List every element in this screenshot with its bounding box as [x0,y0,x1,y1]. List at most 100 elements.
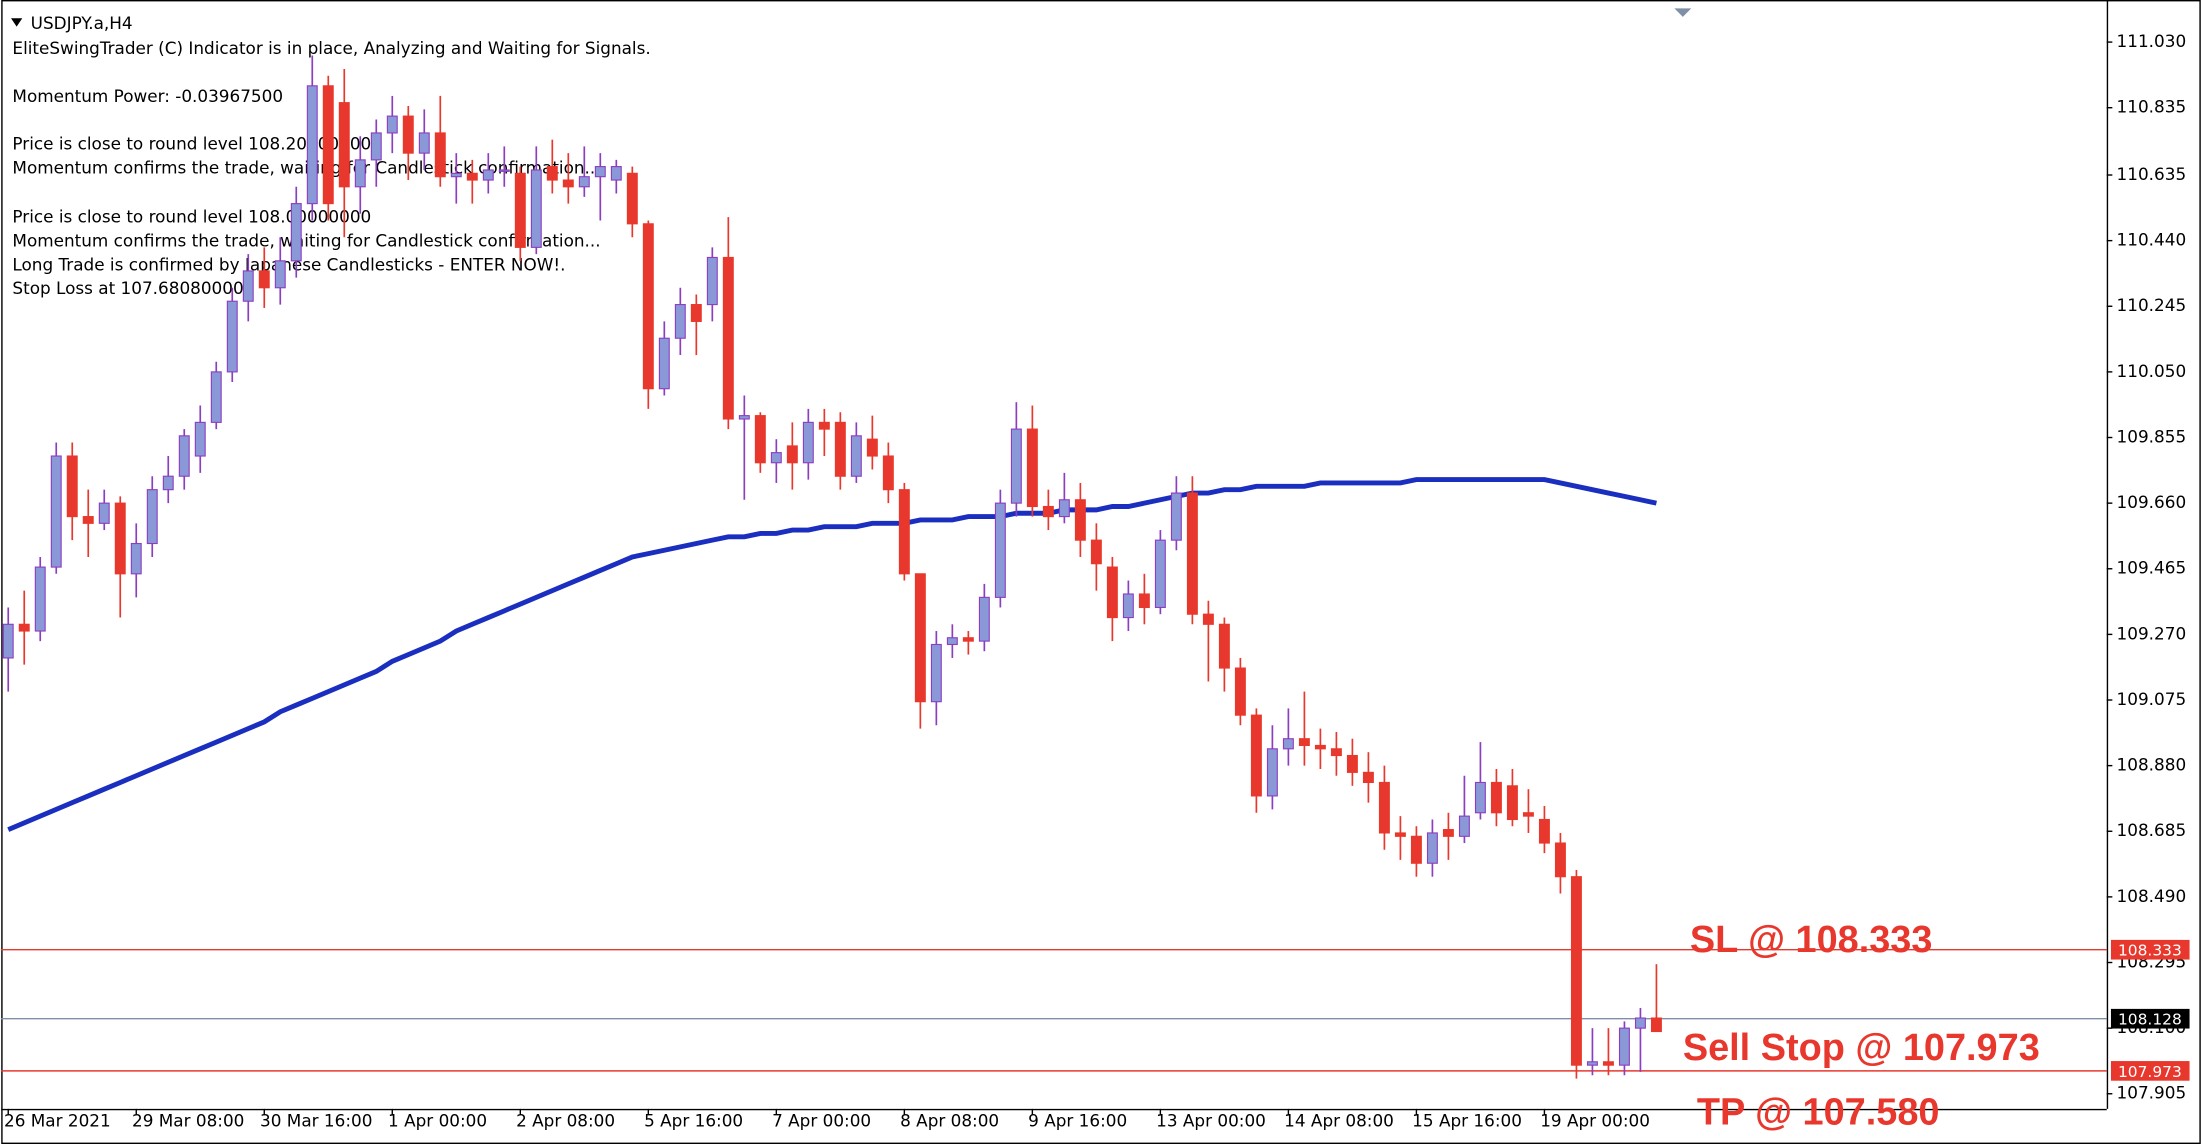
trade-annotation: Sell Stop @ 107.973 [1683,1027,2040,1069]
candle-body [514,172,526,248]
candle-body [770,452,782,464]
candle-body [562,179,574,188]
trade-annotation: SL @ 108.333 [1690,919,1933,961]
indicator-text: Price is close to round level 108.200000… [12,134,371,154]
shift-marker [1674,8,1692,17]
candle-body [866,438,878,457]
candle-body [354,159,366,188]
y-tick-label: 110.440 [2117,230,2187,250]
price-level-box [2110,1008,2190,1029]
candle-body [642,223,654,390]
x-tick-label: 5 Apr 16:00 [644,1111,743,1131]
candle-body [162,475,174,491]
candle-body [706,256,718,306]
y-tick-label: 110.835 [2117,97,2187,117]
candle-body [1522,812,1534,817]
candle-body [1170,492,1182,541]
candle-body [882,455,894,491]
candle-body [242,270,254,302]
candle-body [1362,771,1374,784]
x-tick-label: 14 Apr 08:00 [1284,1111,1394,1131]
moving-average [7,477,1657,832]
candle-body [978,596,990,642]
y-tick-label: 109.465 [2117,558,2187,578]
candle-body [1298,738,1310,747]
indicator-text: Long Trade is confirmed by Japanese Cand… [12,254,565,274]
candle-body [1650,1017,1662,1033]
candle-body [1074,499,1086,541]
candle-body [274,260,286,289]
candle-body [1106,566,1118,619]
candle-body [1154,539,1166,609]
x-tick-label: 29 Mar 08:00 [132,1111,244,1131]
price-level-label: 107.973 [2118,1063,2182,1081]
candle-body [754,415,766,464]
candle-body [290,203,302,262]
symbol-title: USDJPY.a,H4 [31,13,133,33]
indicator-text: Momentum confirms the trade, waiting for… [12,157,600,177]
candle-body [1442,829,1454,837]
candle-body [1266,748,1278,797]
x-tick-label: 7 Apr 00:00 [772,1111,871,1131]
candle-body [1218,623,1230,669]
y-tick-label: 109.270 [2117,623,2187,643]
candle-body [1026,428,1038,508]
y-tick-label: 110.635 [2117,164,2187,184]
candle-body [1586,1061,1598,1066]
candle-body [210,371,222,423]
candle-body [898,489,910,575]
candle-body [626,172,638,225]
y-tick-label: 110.245 [2117,295,2187,315]
candle-body [370,132,382,161]
candle-body [658,337,670,390]
menu-arrow [11,18,23,27]
x-tick-label: 8 Apr 08:00 [900,1111,999,1131]
candle-body [578,176,590,188]
candle-body [226,300,238,373]
candle-body [402,115,414,154]
price-level-label: 108.128 [2118,1011,2182,1029]
candle-body [1330,748,1342,757]
candle-body [1554,842,1566,878]
candle-body [850,435,862,477]
candle-body [1234,667,1246,716]
indicator-text: Stop Loss at 107.68080000 [12,278,243,298]
candle-body [258,270,270,289]
candle-body [306,85,318,205]
candle-body [322,85,334,205]
candle-body [1426,832,1438,864]
candle-body [1538,818,1550,844]
candle-body [610,166,622,181]
candle-body [66,455,78,518]
candle-body [1490,781,1502,814]
candle-body [1202,613,1214,625]
y-tick-label: 108.490 [2117,886,2187,906]
x-tick-label: 26 Mar 2021 [4,1111,111,1131]
candle-body [194,421,206,457]
candle-body [738,415,750,420]
candle-body [1458,815,1470,837]
candle-body [1506,785,1518,821]
price-level-box [2110,939,2190,960]
x-tick-label: 19 Apr 00:00 [1540,1111,1650,1131]
candle-body [834,421,846,477]
candle-body [130,542,142,575]
candle-body [1314,744,1326,750]
candle-body [1618,1027,1630,1066]
candle-body [1122,593,1134,619]
candle-body [786,445,798,464]
x-tick-label: 30 Mar 16:00 [260,1111,372,1131]
candle-body [1378,781,1390,834]
y-tick-label: 108.685 [2117,820,2187,840]
x-tick-label: 9 Apr 16:00 [1028,1111,1127,1131]
candle-body [482,169,494,181]
candle-body [946,637,958,646]
candle-body [1394,832,1406,837]
candle-body [1058,499,1070,518]
candle-body [114,502,126,575]
candle-body [930,643,942,703]
candle-body [1346,754,1358,773]
candle-body [818,421,830,430]
trade-annotation: TP @ 107.580 [1697,1092,1940,1134]
